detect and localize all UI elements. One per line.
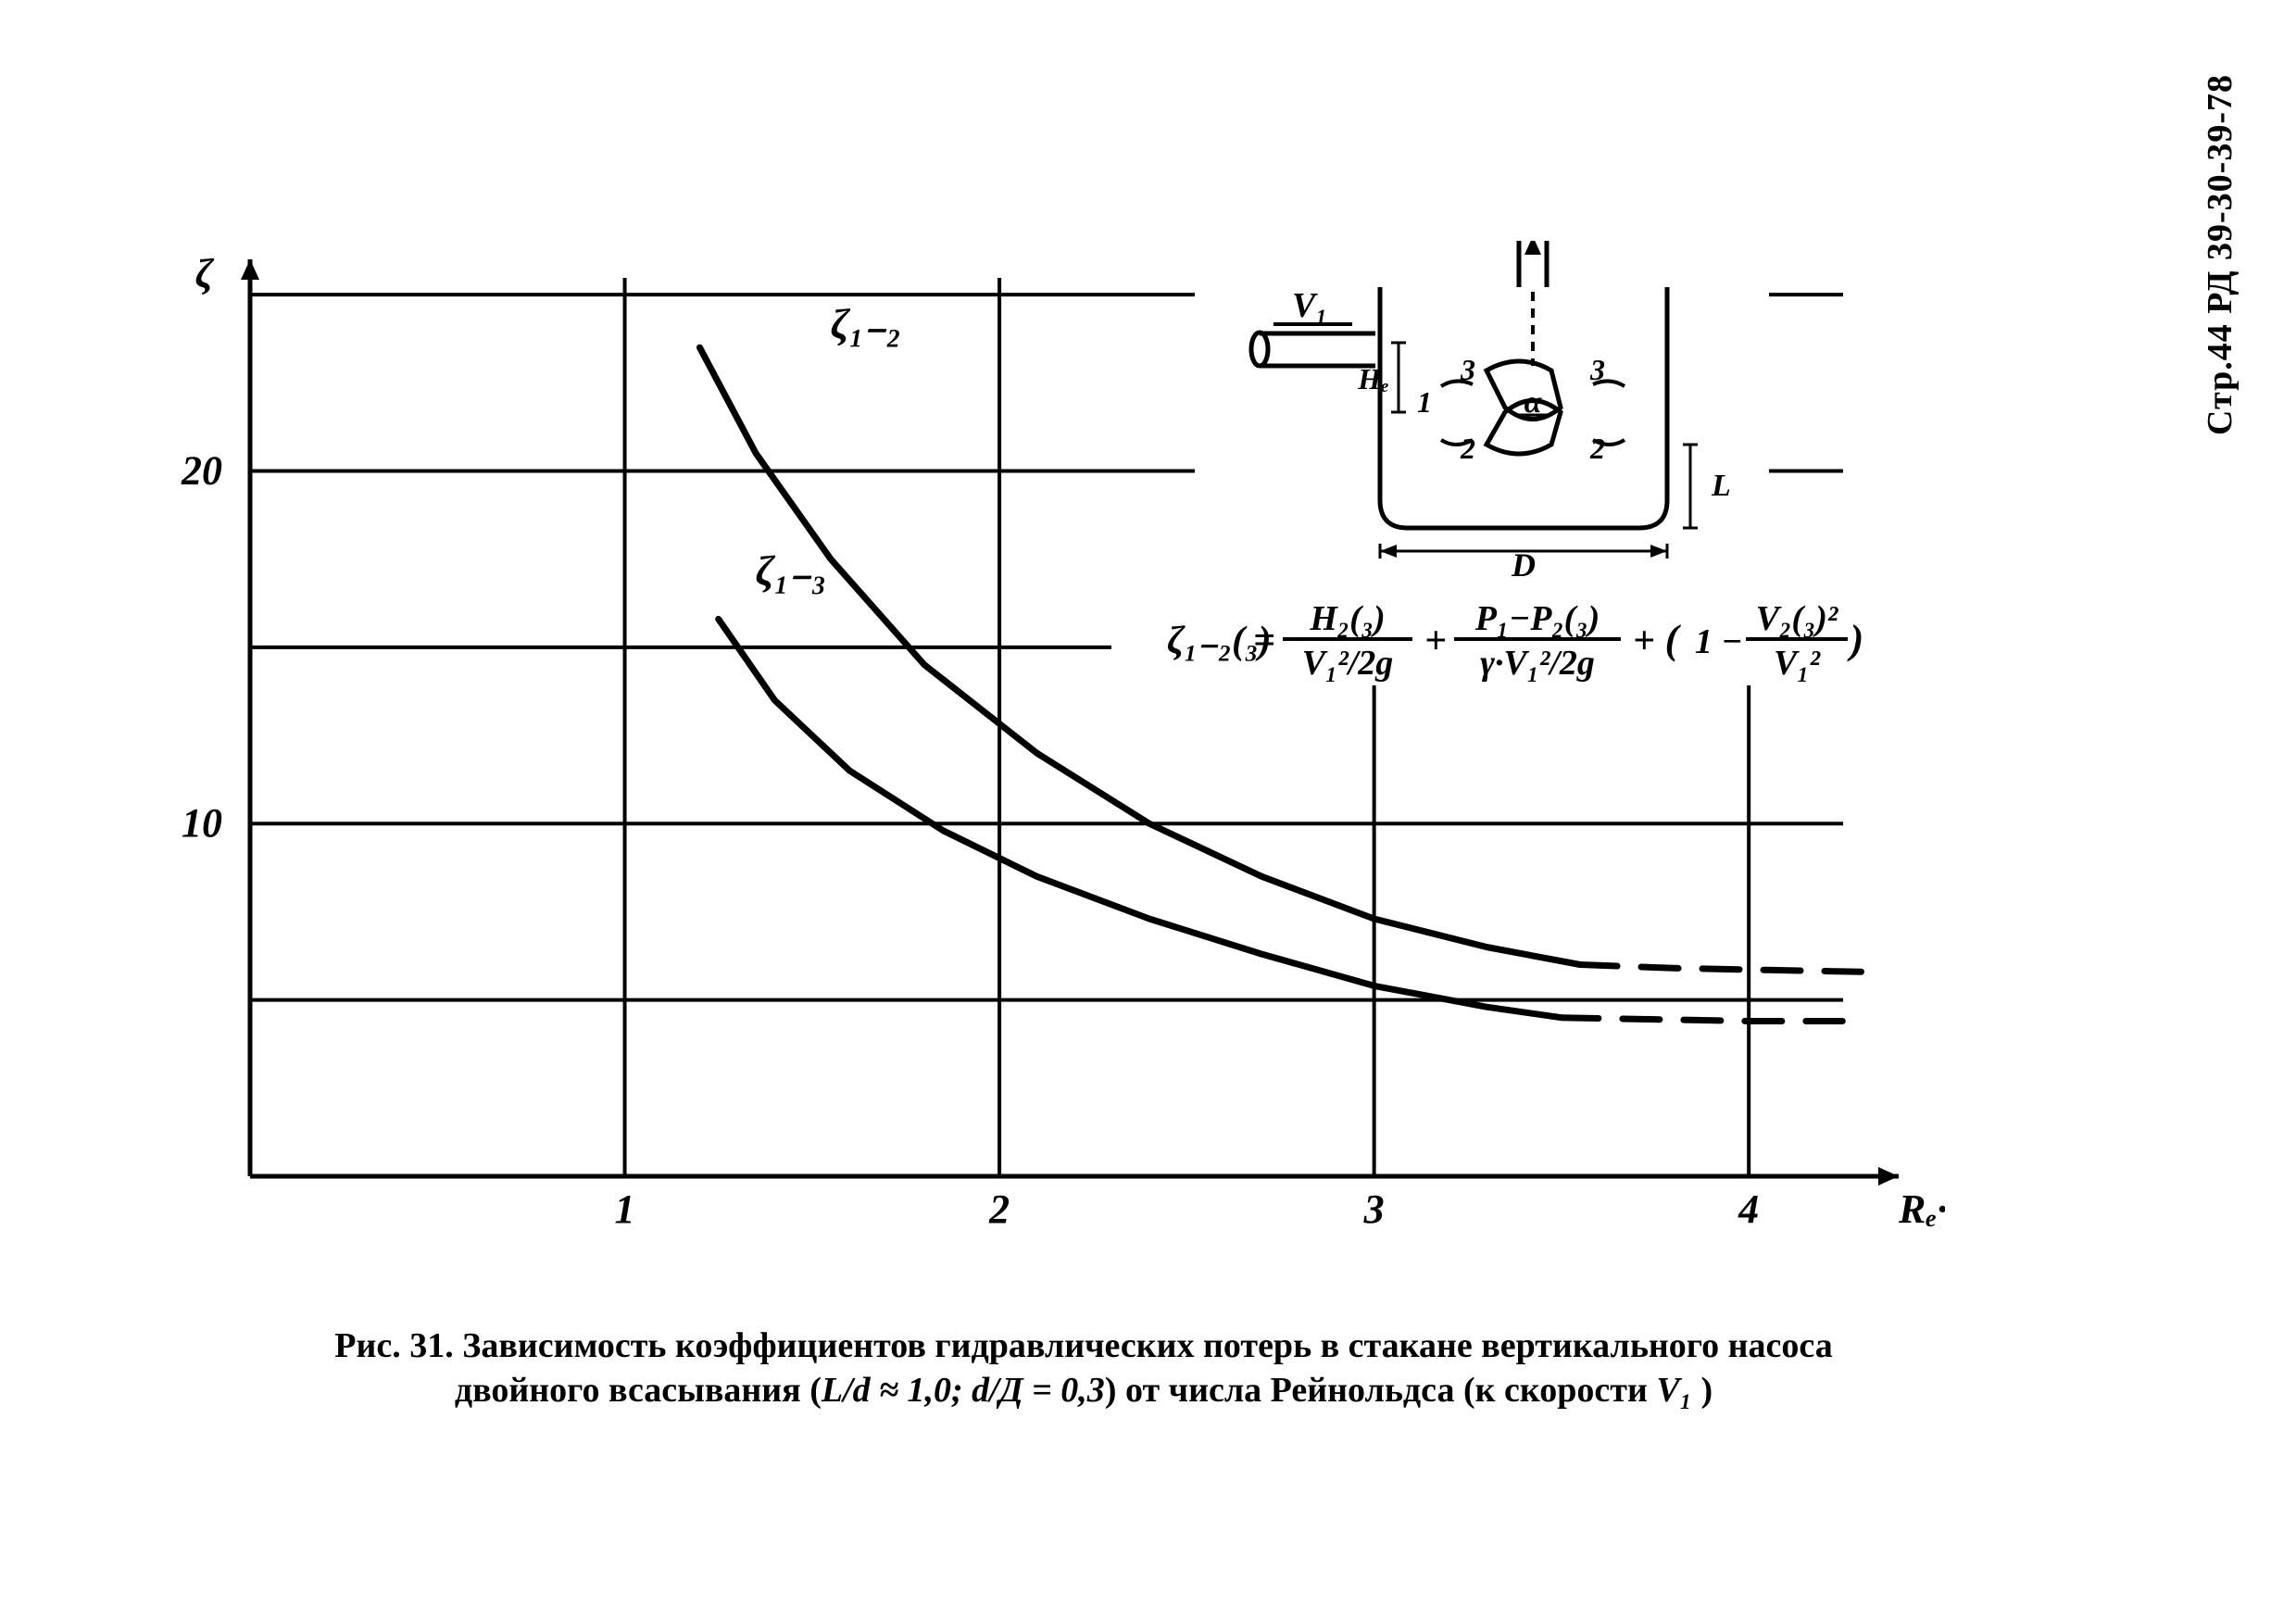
figure-caption: Рис. 31. Зависимость коэффициентов гидра…: [241, 1324, 1926, 1412]
chart-svg: 12341020Rₑ·10⁻⁴ζζ₁₋₂ζ₁₋₃V₁33221αHₑLDζ₁₋₂…: [167, 241, 1945, 1241]
caption-ratio1: L/d ≈ 1,0;: [822, 1371, 963, 1410]
svg-text:20: 20: [181, 447, 222, 493]
svg-text:P₁−P₂(₃): P₁−P₂(₃): [1474, 599, 1600, 638]
svg-text:γ·V₁²/2g: γ·V₁²/2g: [1480, 644, 1595, 683]
svg-text:V₂(₃)²: V₂(₃)²: [1756, 599, 1839, 638]
svg-text:3: 3: [1460, 353, 1475, 386]
svg-text:V₁: V₁: [1292, 286, 1328, 325]
svg-text:Hₑ: Hₑ: [1357, 362, 1389, 395]
svg-text:ζ₁₋₃: ζ₁₋₃: [756, 547, 827, 595]
svg-text:V₁²/2g: V₁²/2g: [1302, 644, 1394, 683]
caption-line2b: ) от числа Рейнольдса (к скорости: [1105, 1371, 1648, 1410]
caption-v1: V₁: [1656, 1371, 1692, 1410]
svg-text:+: +: [1424, 620, 1447, 662]
svg-text:10: 10: [182, 800, 222, 846]
svg-text:D: D: [1511, 546, 1536, 584]
svg-text:ζ₁₋₂: ζ₁₋₂: [831, 300, 902, 347]
svg-text:Rₑ·10⁻⁴: Rₑ·10⁻⁴: [1898, 1186, 1945, 1232]
svg-text:+: +: [1633, 620, 1655, 662]
svg-text:1: 1: [615, 1186, 635, 1232]
svg-text:2: 2: [1589, 432, 1605, 465]
svg-text:4: 4: [1738, 1186, 1759, 1232]
svg-text:2: 2: [1460, 432, 1475, 465]
svg-text:3: 3: [1589, 353, 1605, 386]
svg-text:V₁²: V₁²: [1774, 644, 1822, 683]
chart-area: 12341020Rₑ·10⁻⁴ζζ₁₋₂ζ₁₋₃V₁33221αHₑLDζ₁₋₂…: [167, 241, 1945, 1241]
caption-line1: Зависимость коэффициентов гидравлических…: [462, 1326, 1832, 1365]
caption-prefix: Рис. 31.: [334, 1326, 453, 1365]
svg-text:=: =: [1253, 620, 1275, 662]
caption-line2a: двойного всасывания (: [455, 1371, 822, 1410]
caption-ratio2: d/Д = 0,3: [972, 1371, 1105, 1410]
svg-text:2: 2: [988, 1186, 1010, 1232]
margin-page-label: Стр.44 РД 39-30-39-78: [2200, 74, 2240, 435]
svg-text:H₂(₃): H₂(₃): [1309, 599, 1385, 638]
svg-text:3: 3: [1363, 1186, 1385, 1232]
svg-text:L: L: [1711, 469, 1731, 503]
svg-text:1: 1: [1417, 385, 1432, 419]
svg-text:ζ: ζ: [195, 251, 215, 296]
svg-text:1 −: 1 −: [1695, 622, 1743, 661]
caption-line2c: ): [1700, 1371, 1713, 1410]
